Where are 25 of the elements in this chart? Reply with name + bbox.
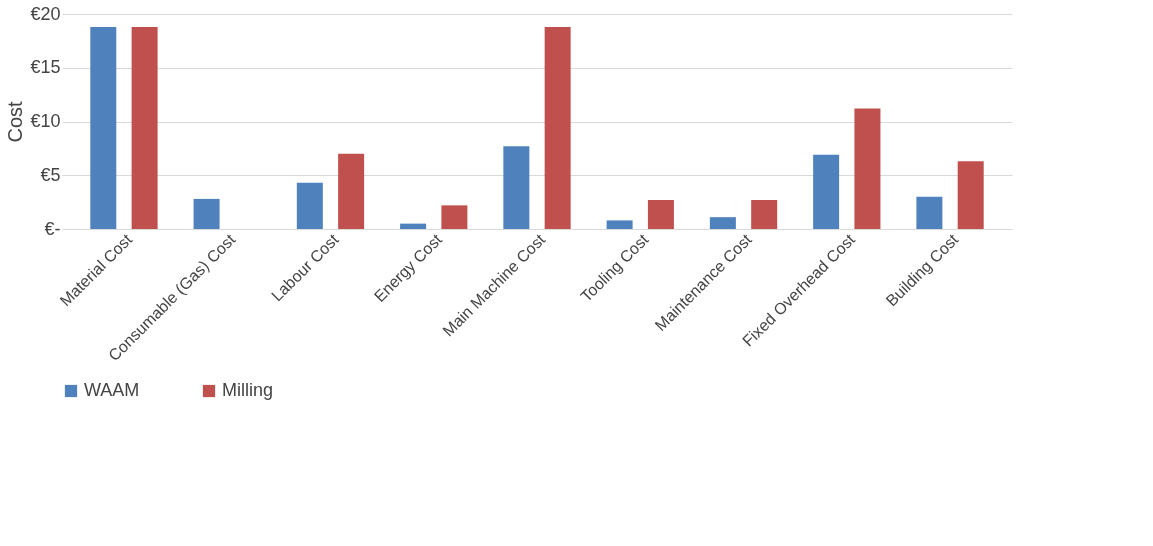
bar [131, 26, 158, 229]
bar [90, 26, 117, 229]
bar [400, 223, 427, 229]
bar [709, 217, 736, 229]
bar [193, 198, 220, 229]
bar [296, 182, 323, 229]
bar [441, 205, 468, 229]
bar [916, 196, 943, 229]
bar [854, 108, 881, 229]
y-axis-title: Cost [4, 101, 27, 143]
bar [957, 161, 984, 229]
bar [751, 199, 778, 229]
bar [606, 220, 633, 229]
y-tick-label: €10 [30, 111, 61, 131]
bar [503, 146, 530, 229]
bar [813, 154, 840, 229]
bar [647, 199, 674, 229]
y-tick-label: €- [44, 218, 61, 239]
y-tick-label: €5 [40, 164, 61, 185]
bar [338, 153, 365, 229]
legend-label: Milling [222, 380, 274, 400]
legend-label: WAAM [84, 380, 140, 400]
y-tick-label: €15 [30, 57, 61, 78]
y-tick-label: €20 [30, 3, 61, 24]
bar [544, 26, 571, 229]
